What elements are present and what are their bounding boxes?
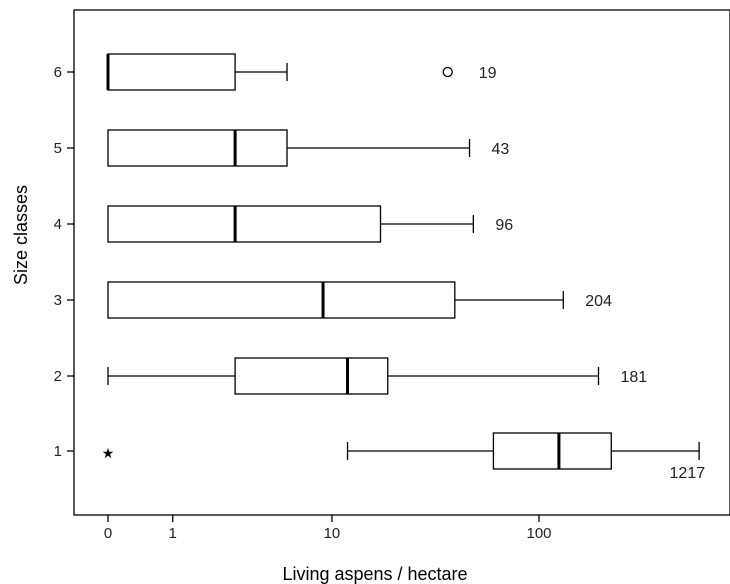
plot-frame (73, 9, 730, 516)
y-tick-label: 3 (54, 292, 62, 309)
x-tick-label: 0 (104, 525, 112, 542)
iqr-box (107, 129, 288, 167)
count-label: 204 (585, 293, 612, 310)
x-tick-label: 10 (324, 525, 341, 542)
x-tick-label: 1 (169, 525, 177, 542)
count-label: 181 (621, 369, 648, 386)
iqr-box (234, 357, 389, 395)
extreme-outlier-star: ★ (102, 446, 115, 462)
count-label: 43 (492, 141, 510, 158)
x-axis-title: Living aspens / hectare (282, 564, 467, 584)
count-label: 1217 (670, 465, 706, 482)
iqr-box (107, 205, 382, 243)
iqr-box (107, 281, 456, 319)
y-tick-label: 5 (54, 140, 62, 157)
count-label: 96 (495, 217, 513, 234)
y-tick-label: 6 (54, 64, 62, 81)
x-tick-label: 100 (526, 525, 551, 542)
y-tick-label: 1 (54, 443, 62, 460)
iqr-box (107, 53, 236, 91)
chart-marks: 0 1 10 100 1 2 3 4 5 6 ★ 1217 181 204 96 43 19 (54, 53, 706, 542)
count-label: 19 (479, 65, 497, 82)
outlier-circle (442, 66, 453, 78)
y-tick-label: 2 (54, 368, 62, 385)
y-axis-title: Size classes (11, 185, 31, 285)
iqr-box (492, 432, 612, 470)
y-tick-label: 4 (54, 216, 62, 233)
